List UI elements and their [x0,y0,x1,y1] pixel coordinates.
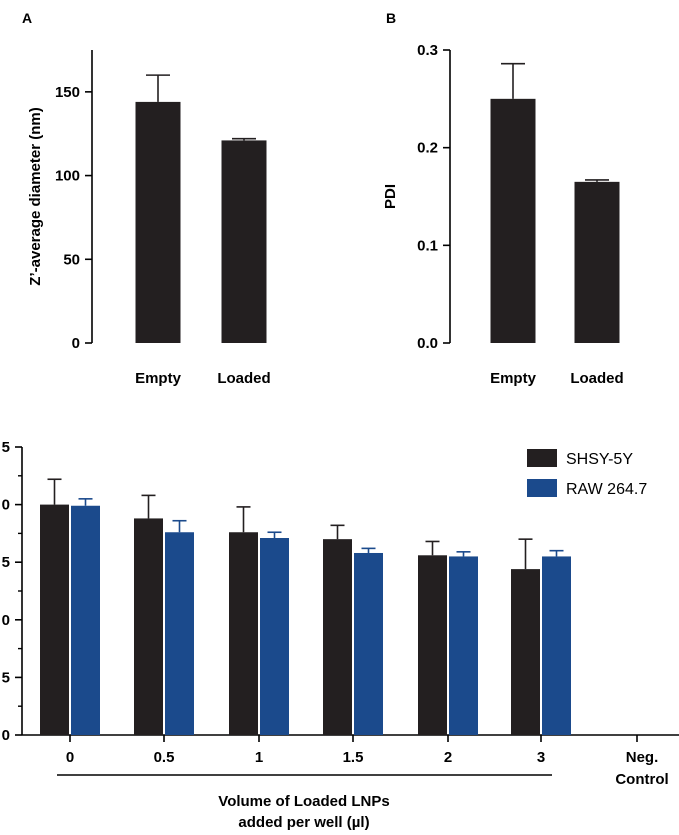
x-axis-label: added per well (µl) [238,814,369,831]
x-tick-label: Loaded [570,370,623,387]
bar-raw-264-7 [71,505,100,735]
y-tick-label: 0 [2,612,10,629]
bar-shsy-5y [511,569,540,735]
y-tick-label: 0.1 [417,237,438,254]
y-tick-label: 5 [2,669,10,686]
bar-raw-264-7 [542,556,571,735]
bar-raw-264-7 [354,552,383,735]
y-tick-label: 0 [2,727,10,744]
y-axis-label: PDI [382,184,399,209]
y-tick-label: 0 [72,335,80,352]
x-tick-label: 0 [66,749,74,766]
y-tick-label: 0.0 [417,335,438,352]
y-tick-label: 0.3 [417,42,438,59]
x-tick-label: Loaded [217,370,270,387]
x-tick-label: Neg. [626,749,659,766]
x-tick-label: 2 [444,749,452,766]
x-tick-label: 1 [255,749,263,766]
legend-label: SHSY-5Y [566,451,633,468]
y-tick-label: 5 [2,439,10,456]
bar-shsy-5y [323,539,352,735]
bar-raw-264-7 [260,538,289,735]
x-tick-label: Control [615,771,668,788]
x-tick-label: 0.5 [154,749,175,766]
legend-swatch [527,479,557,497]
panel-label: B [386,10,396,26]
legend-label: RAW 264.7 [566,481,647,498]
bar-shsy-5y [40,504,69,735]
x-tick-label: Empty [490,370,537,387]
bar-empty [490,98,536,343]
x-tick-label: 1.5 [343,749,364,766]
y-tick-label: 50 [63,251,80,268]
panel-label: A [22,10,32,26]
bar-loaded [574,181,620,343]
bar-shsy-5y [134,518,163,735]
y-tick-label: 0 [2,497,10,514]
x-tick-label: Empty [135,370,182,387]
bar-shsy-5y [418,555,447,735]
x-axis-label: Volume of Loaded LNPs [218,793,389,810]
bar-shsy-5y [229,532,258,735]
y-tick-label: 5 [2,554,10,571]
y-axis-label: Z’-average diameter (nm) [27,107,44,285]
bar-empty [135,101,181,343]
legend-swatch [527,449,557,467]
bar-loaded [221,140,267,343]
bar-raw-264-7 [449,556,478,735]
y-tick-label: 100 [55,168,80,185]
y-tick-label: 0.2 [417,140,438,157]
x-tick-label: 3 [537,749,545,766]
bar-raw-264-7 [165,532,194,735]
y-tick-label: 150 [55,84,80,101]
